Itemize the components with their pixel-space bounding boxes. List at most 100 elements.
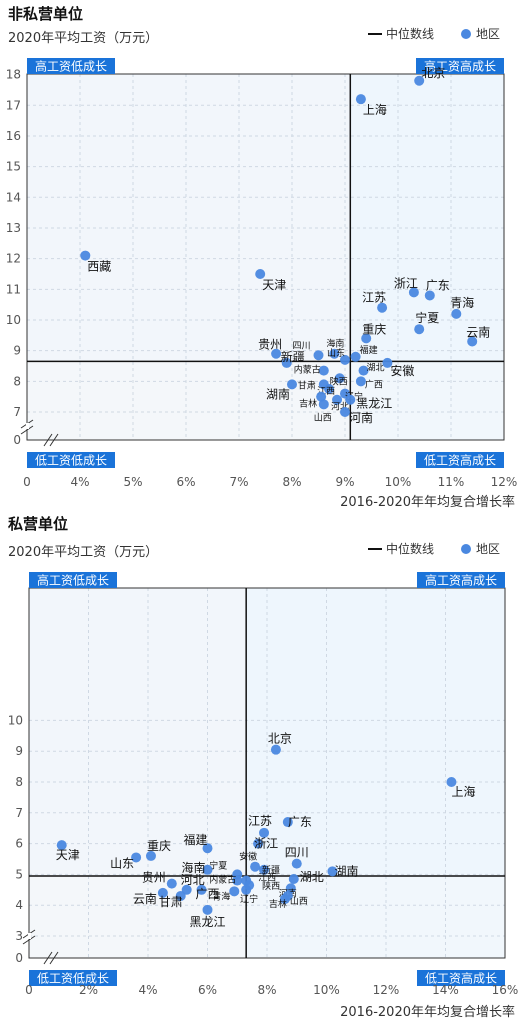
- data-label: 四川: [293, 341, 311, 351]
- data-label: 辽宁: [240, 893, 258, 905]
- data-label: 重庆: [147, 839, 171, 853]
- data-point: [355, 94, 366, 105]
- legend-region-swatch: [461, 29, 471, 39]
- quadrant-label-low-high: 低工资高成长: [424, 453, 496, 468]
- data-label: 甘肃: [298, 379, 316, 391]
- legend-median-label: 中位数线: [386, 541, 434, 556]
- data-label: 重庆: [362, 322, 386, 336]
- quadrant-label-low-low: 低工资低成长: [35, 454, 107, 468]
- y-axis-label: 2020年平均工资（万元）: [8, 31, 158, 46]
- data-label: 四川: [285, 846, 309, 860]
- x-tick-label: 10%: [385, 475, 412, 489]
- x-tick-label: 9%: [335, 475, 354, 489]
- y-tick-label: 0: [15, 951, 23, 965]
- quadrant-bg-low-low: [29, 875, 247, 958]
- data-point: [145, 850, 156, 861]
- data-point: [414, 75, 425, 86]
- y-tick-label: 9: [13, 344, 21, 358]
- x-tick-label: 10%: [313, 983, 340, 997]
- quadrant-bg-low-high: [246, 875, 506, 958]
- y-tick-label: 17: [6, 98, 21, 112]
- legend-region-label: 地区: [476, 27, 500, 41]
- y-tick-label: 16: [6, 129, 21, 143]
- data-label: 安徽: [239, 851, 257, 863]
- quadrant-label-low-low-badge: [29, 970, 117, 986]
- y-tick-label: 10: [8, 713, 23, 727]
- x-tick-label: 14%: [432, 983, 459, 997]
- quadrant-label-high-high-badge: [417, 572, 505, 588]
- y-tick-label: 15: [6, 160, 21, 174]
- x-axis-label: 2016-2020年年均复合增长率: [340, 494, 515, 510]
- data-point: [270, 744, 281, 755]
- data-label: 上海: [363, 102, 387, 117]
- y-tick-label: 12: [6, 252, 21, 266]
- x-tick-label: 12%: [491, 475, 518, 489]
- y-axis-break-gap: [28, 933, 31, 939]
- data-point: [355, 376, 366, 387]
- quadrant-bg-high-high: [246, 588, 506, 876]
- data-point: [250, 861, 261, 872]
- x-tick-label: 6%: [198, 983, 217, 997]
- data-point: [196, 884, 207, 895]
- quadrant-label-low-high-badge: [416, 452, 504, 468]
- data-point: [287, 379, 297, 390]
- y-tick-label: 4: [15, 898, 23, 912]
- data-point: [241, 884, 252, 895]
- data-point: [414, 324, 425, 335]
- data-label: 河北: [181, 873, 205, 887]
- data-point: [291, 858, 302, 869]
- data-label: 广东: [288, 815, 312, 829]
- data-label: 贵州: [258, 338, 282, 352]
- x-tick-label: 16%: [492, 983, 519, 997]
- data-point: [271, 348, 282, 359]
- quadrant-bg-high-high: [350, 74, 504, 362]
- x-tick-label: 12%: [373, 983, 400, 997]
- y-tick-label: 18: [6, 68, 21, 82]
- data-label: 北京: [421, 66, 445, 80]
- x-tick-label: 6%: [176, 475, 195, 489]
- data-label: 贵州: [142, 871, 166, 885]
- data-point: [313, 350, 324, 361]
- data-label: 湖北: [300, 869, 324, 884]
- data-label: 浙江: [394, 276, 418, 290]
- quadrant-label-low-high: 低工资高成长: [425, 971, 497, 986]
- data-label: 江苏: [362, 291, 386, 305]
- y-tick-label: 8: [13, 374, 21, 388]
- x-tick-label: 8%: [282, 475, 301, 489]
- y-tick-label: 14: [6, 190, 21, 204]
- quadrant-label-high-low-badge: [27, 58, 115, 74]
- data-point: [285, 883, 296, 894]
- data-point: [281, 357, 292, 368]
- data-label: 福建: [184, 832, 208, 847]
- data-label: 海南: [182, 860, 206, 875]
- data-point: [329, 348, 340, 359]
- data-label: 山东: [110, 856, 134, 870]
- quadrant-label-low-high-badge: [417, 970, 505, 986]
- data-label: 湖南: [266, 386, 290, 401]
- data-label: 海南: [326, 338, 344, 350]
- data-point: [202, 843, 213, 854]
- data-point: [56, 840, 67, 851]
- data-label: 山西: [290, 896, 308, 907]
- y-tick-label: 9: [15, 744, 23, 758]
- data-label: 天津: [56, 848, 80, 862]
- data-label: 宁夏: [415, 310, 439, 325]
- data-label: 湖北: [367, 363, 385, 374]
- data-label: 云南: [466, 324, 490, 339]
- data-label: 宁夏: [209, 859, 227, 871]
- data-label: 河南: [349, 410, 373, 425]
- data-point: [202, 864, 213, 875]
- x-tick-label: 8%: [257, 983, 276, 997]
- x-tick-label: 2%: [79, 983, 98, 997]
- data-point: [259, 864, 270, 875]
- data-label: 山东: [327, 347, 345, 359]
- data-point: [316, 391, 327, 402]
- data-point: [181, 884, 192, 895]
- data-label: 江西: [258, 873, 276, 884]
- data-point: [408, 287, 419, 298]
- y-tick-label: 5: [15, 867, 23, 881]
- data-label: 新疆: [262, 864, 280, 876]
- y-tick-label: 13: [6, 221, 21, 235]
